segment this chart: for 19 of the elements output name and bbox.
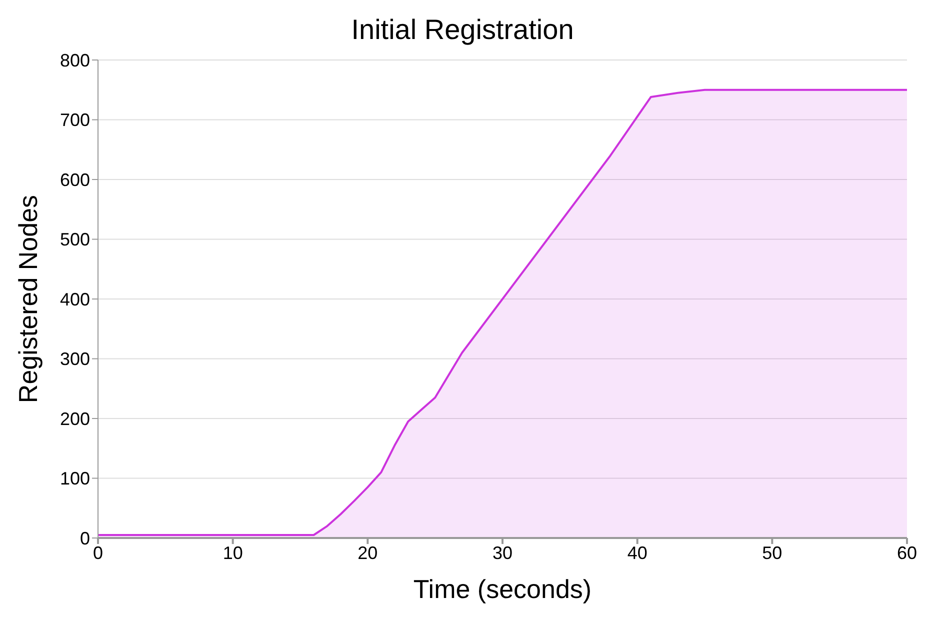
y-tick-label: 100 xyxy=(60,468,90,489)
y-tick-label: 500 xyxy=(60,230,90,250)
chart-title: Initial Registration xyxy=(350,13,575,47)
y-tick-label: 600 xyxy=(60,170,90,190)
y-tick-label: 200 xyxy=(60,408,90,429)
x-tick-label: 0 xyxy=(92,542,104,563)
y-tick-label: 800 xyxy=(60,50,90,70)
x-tick-label: 50 xyxy=(762,542,782,563)
y-axis-title: Registered Nodes xyxy=(13,194,44,404)
x-axis-title: Time (seconds) xyxy=(413,574,592,604)
y-tick-label: 700 xyxy=(60,110,90,130)
y-tick-label: 400 xyxy=(60,289,90,310)
x-tick-label: 20 xyxy=(358,542,378,563)
x-tick-label: 10 xyxy=(222,542,243,563)
y-tick-label: 300 xyxy=(60,349,90,370)
x-tick-label: 40 xyxy=(627,542,648,563)
x-tick-label: 30 xyxy=(492,542,513,563)
x-tick-label: 60 xyxy=(896,542,918,563)
y-tick-label: 0 xyxy=(80,528,90,548)
